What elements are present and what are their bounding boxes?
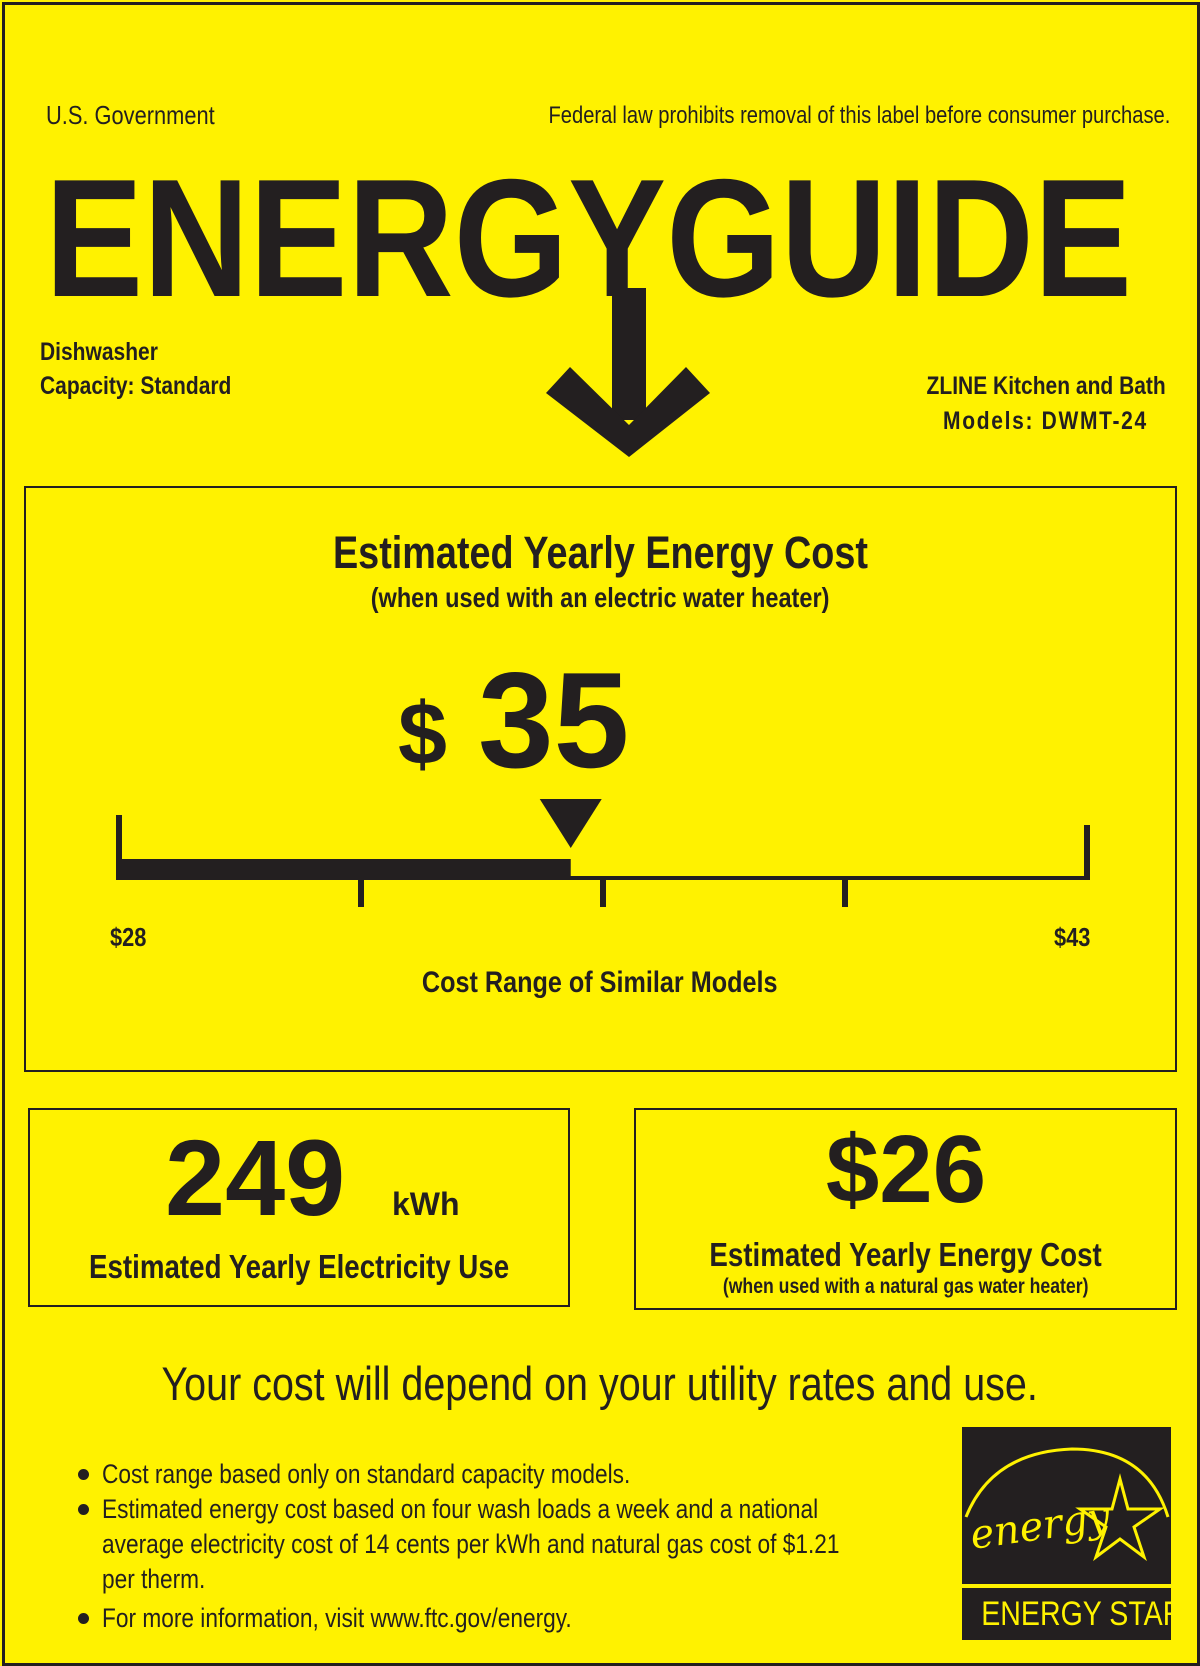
bullet-icon xyxy=(78,1469,89,1480)
range-caption: Cost Range of Similar Models xyxy=(422,966,778,999)
note-item: average electricity cost of 14 cents per… xyxy=(102,1529,840,1559)
bullet-icon xyxy=(78,1613,89,1624)
energy-star-label: ENERGY STAR xyxy=(962,1588,1183,1640)
cost-marker-icon xyxy=(539,799,602,848)
scale-end-tick xyxy=(116,815,122,880)
arrow-down-icon xyxy=(546,367,710,457)
scale-end-tick xyxy=(1084,825,1090,880)
scale-tick xyxy=(842,878,848,907)
gas-cost-box xyxy=(634,1108,1177,1310)
gas-cost-sublabel: (when used with a natural gas water heat… xyxy=(723,1275,1089,1298)
energyguide-logo: ENERGYGUIDE xyxy=(45,144,1132,457)
electricity-label: Estimated Yearly Electricity Use xyxy=(88,1248,510,1285)
scale-tick xyxy=(358,878,364,907)
note-item: For more information, visit www.ftc.gov/… xyxy=(102,1603,572,1633)
us-government-text: U.S. Government xyxy=(46,100,215,130)
disclaimer: Your cost will depend on your utility ra… xyxy=(161,1357,1039,1410)
note-item: Estimated energy cost based on four wash… xyxy=(102,1494,819,1524)
energy-script: energy xyxy=(967,1494,1114,1559)
scale-fill xyxy=(119,859,571,880)
cost-range-scale xyxy=(116,799,1090,907)
main-cost-box xyxy=(24,486,1177,1072)
main-cost-title: Estimated Yearly Energy Cost xyxy=(332,527,868,578)
currency-symbol: $ xyxy=(398,684,447,783)
energyguide-title: ENERGYGUIDE xyxy=(45,144,1132,332)
main-cost-value: 35 xyxy=(478,644,630,796)
energy-star-logo: energy ENERGY STAR xyxy=(962,1427,1183,1640)
appliance-type: Dishwasher xyxy=(40,338,158,366)
electricity-value: 249 xyxy=(165,1117,346,1238)
energy-star-icon: energy xyxy=(962,1427,1171,1584)
manufacturer: ZLINE Kitchen and Bath xyxy=(926,372,1166,400)
capacity: Capacity: Standard xyxy=(40,372,232,400)
bullet-icon xyxy=(78,1504,89,1515)
gas-cost-label: Estimated Yearly Energy Cost xyxy=(709,1236,1103,1273)
electricity-unit: kWh xyxy=(392,1186,460,1222)
range-max-label: $43 xyxy=(1053,922,1090,952)
main-cost-subtitle: (when used with an electric water heater… xyxy=(370,582,830,613)
models: Models: DWMT-24 xyxy=(943,407,1148,435)
federal-notice: Federal law prohibits removal of this la… xyxy=(548,102,1170,129)
electricity-box xyxy=(28,1108,570,1307)
arrow-stem xyxy=(612,288,646,420)
note-item: per therm. xyxy=(102,1564,206,1594)
scale-tick xyxy=(600,878,606,907)
gas-cost-value: $26 xyxy=(825,1116,987,1223)
note-item: Cost range based only on standard capaci… xyxy=(102,1459,631,1489)
range-min-label: $28 xyxy=(110,922,147,952)
